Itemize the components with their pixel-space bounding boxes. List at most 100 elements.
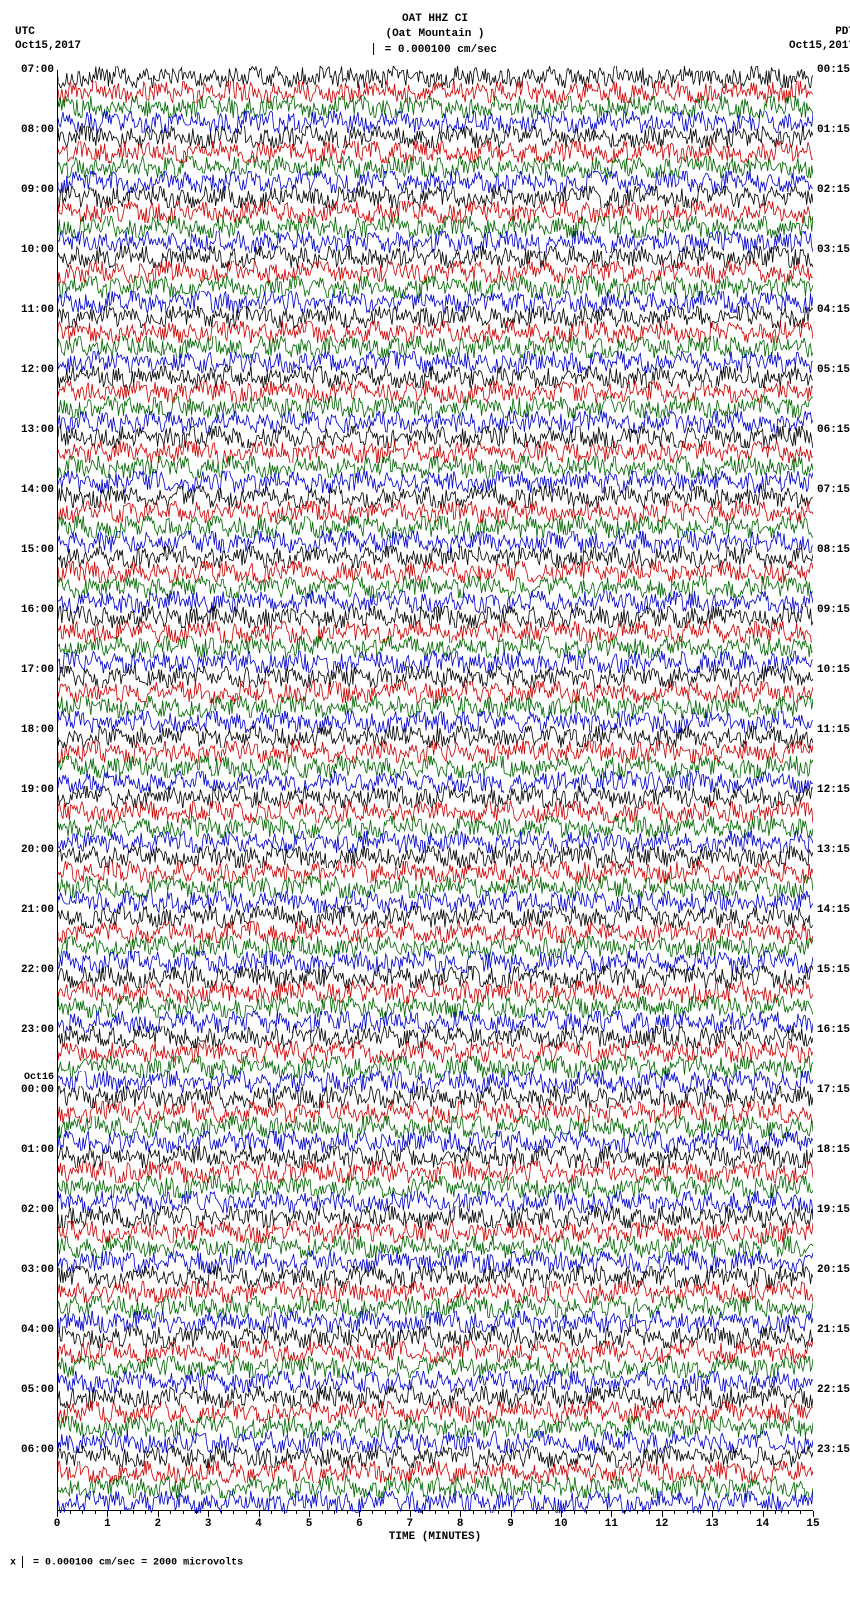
x-tick-major: [460, 1511, 461, 1517]
pdt-time-label: 07:15: [817, 484, 850, 496]
utc-time-label: 01:00: [12, 1144, 54, 1156]
x-tick-major: [259, 1511, 260, 1517]
x-tick-minor: [700, 1511, 701, 1514]
pdt-time-label: 04:15: [817, 304, 850, 316]
x-tick-minor: [296, 1511, 297, 1514]
pdt-label: PDT: [789, 25, 850, 39]
x-tick-minor: [271, 1511, 272, 1514]
x-tick-minor: [548, 1511, 549, 1514]
x-tick-minor: [397, 1511, 398, 1514]
x-tick-major: [662, 1511, 663, 1517]
x-tick-minor: [233, 1511, 234, 1514]
x-tick-minor: [347, 1511, 348, 1514]
x-tick-label: 13: [706, 1518, 719, 1530]
x-tick-label: 0: [54, 1518, 61, 1530]
utc-time-label: 06:00: [12, 1444, 54, 1456]
x-tick-minor: [775, 1511, 776, 1514]
utc-time-label: 02:00: [12, 1204, 54, 1216]
footer-prefix: x: [10, 1558, 16, 1569]
pdt-time-label: 23:15: [817, 1444, 850, 1456]
utc-time-label: 04:00: [12, 1324, 54, 1336]
pdt-time-label: 08:15: [817, 544, 850, 556]
x-tick-label: 6: [356, 1518, 363, 1530]
station-code: OAT HHZ CI: [373, 12, 497, 27]
x-tick-minor: [649, 1511, 650, 1514]
pdt-time-label: 03:15: [817, 244, 850, 256]
x-tick-major: [107, 1511, 108, 1517]
header-left: UTC Oct15,2017: [15, 25, 81, 54]
x-tick-minor: [322, 1511, 323, 1514]
x-tick-label: 14: [756, 1518, 769, 1530]
utc-time-label: 10:00: [12, 244, 54, 256]
pdt-time-label: 20:15: [817, 1264, 850, 1276]
utc-time-label: 15:00: [12, 544, 54, 556]
x-tick-minor: [82, 1511, 83, 1514]
utc-date: Oct15,2017: [15, 39, 81, 53]
header: UTC Oct15,2017 OAT HHZ CI (Oat Mountain …: [10, 10, 850, 65]
x-tick-label: 11: [605, 1518, 618, 1530]
x-tick-major: [511, 1511, 512, 1517]
x-tick-major: [813, 1511, 814, 1517]
x-tick-minor: [170, 1511, 171, 1514]
x-tick-minor: [725, 1511, 726, 1514]
pdt-time-label: 16:15: [817, 1024, 850, 1036]
scale-bar-icon: [373, 43, 374, 55]
pdt-time-label: 14:15: [817, 904, 850, 916]
x-tick-major: [561, 1511, 562, 1517]
x-tick-major: [208, 1511, 209, 1517]
utc-time-label: 05:00: [12, 1384, 54, 1396]
x-tick-minor: [372, 1511, 373, 1514]
x-tick-label: 5: [306, 1518, 313, 1530]
x-tick-label: 1: [104, 1518, 111, 1530]
x-tick-minor: [196, 1511, 197, 1514]
utc-time-label: 07:00: [12, 64, 54, 76]
utc-time-label: 14:00: [12, 484, 54, 496]
scale-text: = 0.000100 cm/sec: [385, 44, 497, 56]
x-tick-minor: [334, 1511, 335, 1514]
x-tick-minor: [674, 1511, 675, 1514]
pdt-time-label: 00:15: [817, 64, 850, 76]
utc-time-label: 03:00: [12, 1264, 54, 1276]
x-tick-minor: [221, 1511, 222, 1514]
x-tick-minor: [523, 1511, 524, 1514]
utc-time-label: 21:00: [12, 904, 54, 916]
x-tick-major: [611, 1511, 612, 1517]
x-tick-minor: [498, 1511, 499, 1514]
x-tick-minor: [133, 1511, 134, 1514]
x-tick-minor: [637, 1511, 638, 1514]
x-tick-minor: [536, 1511, 537, 1514]
helicorder-plot: 07:0000:1508:0001:1509:0002:1510:0003:15…: [57, 70, 813, 1511]
x-tick-label: 10: [554, 1518, 567, 1530]
pdt-time-label: 02:15: [817, 184, 850, 196]
header-right: PDT Oct15,2017: [789, 25, 850, 54]
x-tick-major: [410, 1511, 411, 1517]
x-tick-minor: [183, 1511, 184, 1514]
x-tick-minor: [422, 1511, 423, 1514]
pdt-time-label: 01:15: [817, 124, 850, 136]
x-tick-minor: [586, 1511, 587, 1514]
day-label: Oct16: [12, 1072, 54, 1083]
pdt-time-label: 10:15: [817, 664, 850, 676]
x-tick-label: 12: [655, 1518, 668, 1530]
x-tick-minor: [750, 1511, 751, 1514]
x-tick-major: [359, 1511, 360, 1517]
x-tick-minor: [800, 1511, 801, 1514]
utc-time-label: 20:00: [12, 844, 54, 856]
x-tick-label: 8: [457, 1518, 464, 1530]
x-tick-minor: [473, 1511, 474, 1514]
x-tick-minor: [788, 1511, 789, 1514]
utc-label: UTC: [15, 25, 81, 39]
x-tick-label: 15: [806, 1518, 819, 1530]
utc-time-label: 12:00: [12, 364, 54, 376]
utc-time-label: 00:00: [12, 1084, 54, 1096]
x-tick-minor: [145, 1511, 146, 1514]
pdt-time-label: 19:15: [817, 1204, 850, 1216]
scale-indicator-line: = 0.000100 cm/sec: [373, 43, 497, 58]
x-tick-minor: [95, 1511, 96, 1514]
pdt-time-label: 18:15: [817, 1144, 850, 1156]
utc-time-label: 19:00: [12, 784, 54, 796]
utc-time-label: 22:00: [12, 964, 54, 976]
scale-bar-icon: [22, 1556, 23, 1568]
trace-row: [58, 1495, 813, 1510]
x-tick-minor: [70, 1511, 71, 1514]
